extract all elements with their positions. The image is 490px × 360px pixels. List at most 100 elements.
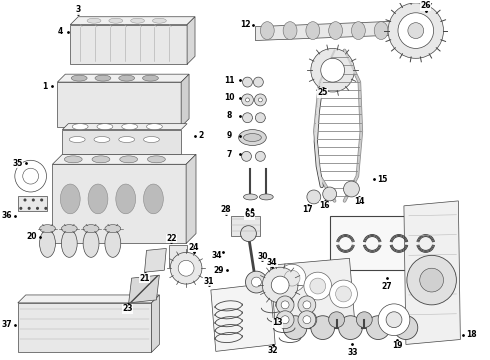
Polygon shape	[18, 295, 159, 303]
Circle shape	[254, 94, 266, 106]
Circle shape	[298, 311, 316, 329]
Ellipse shape	[147, 124, 162, 130]
Ellipse shape	[119, 136, 135, 143]
Text: 29: 29	[214, 266, 224, 275]
Ellipse shape	[40, 225, 55, 233]
Circle shape	[343, 181, 359, 197]
Circle shape	[170, 252, 202, 284]
Circle shape	[303, 316, 311, 324]
Circle shape	[251, 277, 261, 287]
Circle shape	[356, 312, 372, 328]
Circle shape	[23, 168, 39, 184]
Circle shape	[281, 316, 289, 324]
Text: 25: 25	[318, 89, 328, 98]
Bar	[330, 216, 443, 270]
Ellipse shape	[260, 22, 274, 40]
Ellipse shape	[61, 230, 77, 257]
Ellipse shape	[94, 136, 110, 143]
Text: 7: 7	[227, 150, 232, 159]
Ellipse shape	[131, 18, 145, 23]
Circle shape	[258, 98, 262, 102]
Text: 4: 4	[58, 27, 63, 36]
Circle shape	[386, 312, 402, 328]
Text: 14: 14	[354, 197, 365, 206]
Circle shape	[241, 226, 256, 242]
Circle shape	[310, 278, 326, 294]
Polygon shape	[270, 258, 354, 325]
Circle shape	[304, 272, 332, 300]
Circle shape	[378, 304, 410, 336]
Circle shape	[311, 49, 354, 92]
Ellipse shape	[120, 156, 138, 163]
Polygon shape	[70, 17, 195, 25]
Text: 27: 27	[382, 282, 392, 291]
Polygon shape	[52, 154, 196, 164]
Circle shape	[298, 296, 316, 314]
Ellipse shape	[83, 230, 99, 257]
Circle shape	[281, 301, 289, 309]
Polygon shape	[187, 17, 195, 64]
Text: 23: 23	[122, 304, 133, 313]
Text: 8: 8	[227, 111, 232, 120]
Circle shape	[303, 301, 311, 309]
Polygon shape	[52, 164, 186, 243]
Circle shape	[329, 312, 344, 328]
Ellipse shape	[122, 124, 138, 130]
Text: 31: 31	[204, 276, 214, 285]
Ellipse shape	[259, 194, 273, 200]
Polygon shape	[62, 124, 187, 130]
Circle shape	[243, 77, 252, 87]
Ellipse shape	[329, 22, 343, 40]
Text: 5: 5	[250, 210, 255, 219]
Text: 6: 6	[245, 210, 250, 219]
Text: 21: 21	[139, 274, 150, 283]
Polygon shape	[129, 275, 159, 303]
Circle shape	[330, 280, 357, 308]
Ellipse shape	[95, 75, 111, 81]
Ellipse shape	[105, 230, 121, 257]
Circle shape	[398, 13, 434, 49]
Circle shape	[245, 271, 267, 293]
Circle shape	[321, 58, 344, 82]
Ellipse shape	[71, 75, 87, 81]
Circle shape	[284, 270, 300, 286]
Polygon shape	[404, 201, 460, 345]
Bar	[231, 216, 260, 235]
Ellipse shape	[147, 156, 165, 163]
Polygon shape	[57, 82, 181, 127]
Circle shape	[245, 98, 249, 102]
Text: 36: 36	[1, 211, 12, 220]
Text: 15: 15	[377, 175, 387, 184]
Circle shape	[15, 160, 47, 192]
Text: 11: 11	[224, 76, 235, 85]
Text: 28: 28	[220, 205, 231, 214]
Ellipse shape	[69, 136, 85, 143]
Circle shape	[394, 316, 418, 339]
Ellipse shape	[87, 18, 101, 23]
Ellipse shape	[144, 184, 163, 214]
Circle shape	[311, 316, 335, 339]
Ellipse shape	[60, 184, 80, 214]
Circle shape	[278, 264, 306, 292]
Polygon shape	[151, 295, 159, 352]
Text: 37: 37	[1, 320, 12, 329]
Circle shape	[408, 23, 424, 39]
Text: 17: 17	[302, 205, 313, 214]
Text: 34: 34	[267, 258, 277, 267]
Polygon shape	[186, 154, 196, 243]
Ellipse shape	[64, 156, 82, 163]
Polygon shape	[255, 21, 409, 41]
Ellipse shape	[244, 134, 261, 141]
Ellipse shape	[83, 225, 99, 233]
Circle shape	[407, 255, 456, 305]
Text: 26: 26	[420, 1, 431, 10]
Circle shape	[384, 312, 400, 328]
Ellipse shape	[143, 75, 158, 81]
Text: 2: 2	[198, 131, 203, 140]
Polygon shape	[57, 74, 189, 82]
Polygon shape	[211, 283, 275, 351]
Ellipse shape	[116, 184, 136, 214]
Polygon shape	[62, 130, 181, 154]
Circle shape	[339, 316, 362, 339]
Text: 1: 1	[42, 82, 47, 91]
